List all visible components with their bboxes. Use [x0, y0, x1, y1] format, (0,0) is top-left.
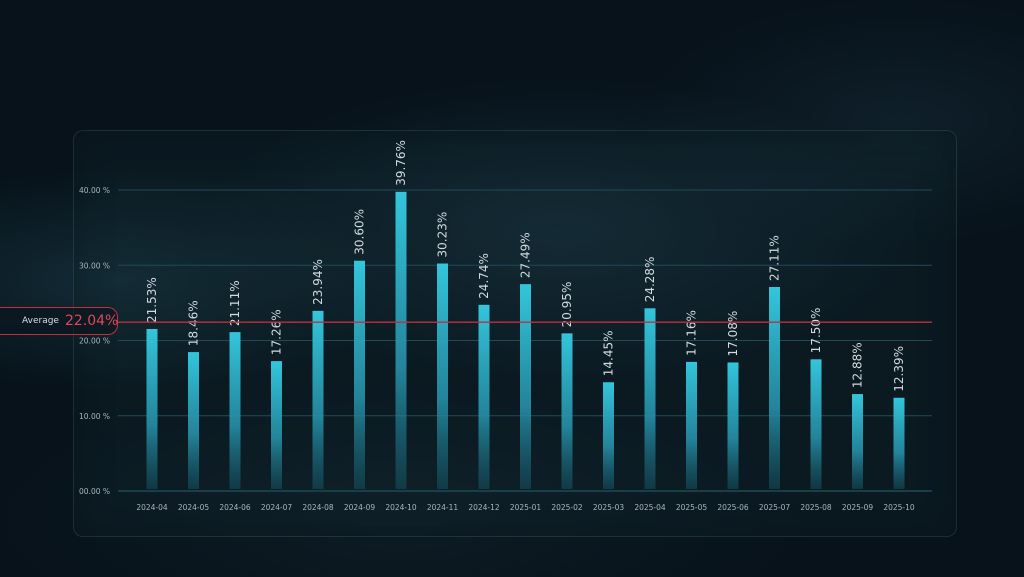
x-tick-label: 2025-06 [717, 503, 749, 512]
bar [188, 352, 199, 489]
bar-value-label: 17.50% [809, 308, 823, 354]
bar-value-label: 12.88% [851, 342, 865, 388]
x-tick-label: 2024-11 [427, 503, 459, 512]
y-tick-label: 30.00 % [79, 261, 110, 270]
bar [893, 397, 905, 489]
x-tick-label: 2024-08 [302, 503, 334, 512]
chart-panel [73, 130, 957, 537]
bar-value-label: 17.08% [726, 311, 740, 357]
bar-value-label: 18.46% [187, 300, 201, 346]
x-tick-label: 2025-02 [551, 503, 583, 512]
x-tick-label: 2024-10 [385, 503, 417, 512]
bar-value-label: 17.16% [685, 310, 699, 356]
average-label: Average [22, 316, 59, 326]
bar-value-label: 24.74% [477, 253, 491, 299]
bar [146, 328, 158, 489]
x-tick-label: 2024-05 [178, 503, 210, 512]
bar [603, 382, 614, 489]
x-tick-label: 2025-03 [593, 503, 625, 512]
y-tick-label: 00.00 % [79, 487, 110, 496]
y-tick-label: 10.00 % [79, 412, 110, 421]
bars [146, 191, 905, 489]
bar [229, 332, 241, 489]
x-tick-label: 2025-10 [883, 503, 915, 512]
x-tick-label: 2025-01 [510, 503, 542, 512]
grid-lines [118, 189, 932, 492]
bar-value-label: 17.26% [270, 309, 284, 355]
y-tick-label: 40.00 % [79, 186, 110, 195]
bar-value-label: 21.11% [228, 280, 242, 326]
x-tick-label: 2024-12 [468, 503, 500, 512]
x-tick-label: 2025-04 [634, 503, 666, 512]
bar [271, 361, 282, 489]
bar-value-label: 23.94% [311, 259, 325, 305]
bar-value-label: 27.11% [768, 235, 782, 281]
bar [644, 308, 656, 489]
y-axis-ticks: 00.00 % 10.00 % 20.00 % 30.00 % 40.00 % [79, 186, 110, 496]
bar-value-label: 30.23% [436, 212, 450, 258]
x-tick-label: 2024-07 [261, 503, 293, 512]
bar [810, 359, 822, 489]
x-tick-label: 2025-08 [800, 503, 832, 512]
bar-value-label: 30.60% [353, 209, 367, 255]
bar [852, 394, 863, 489]
bar [478, 304, 490, 489]
bar [769, 286, 780, 489]
x-tick-label: 2024-06 [219, 503, 251, 512]
bar-value-label: 20.95% [560, 282, 574, 328]
x-tick-label: 2025-07 [759, 503, 791, 512]
average-badge: Average 22.04% [0, 307, 118, 335]
bar [727, 362, 739, 489]
bar [686, 361, 697, 489]
x-axis-ticks: 2024-04 2024-05 2024-06 2024-07 2024-08 2024-… [136, 503, 915, 512]
average-value: 22.04% [64, 313, 119, 329]
bar [437, 263, 448, 489]
x-tick-label: 2025-05 [676, 503, 708, 512]
bar-value-label: 27.49% [519, 232, 533, 278]
bar-value-label: 24.28% [643, 257, 657, 303]
x-tick-label: 2025-09 [842, 503, 874, 512]
y-tick-label: 20.00 % [79, 337, 110, 346]
x-tick-label: 2024-09 [344, 503, 376, 512]
bar [312, 310, 324, 489]
bar-value-label: 21.53% [145, 277, 159, 323]
bar-value-label: 39.76% [394, 140, 408, 186]
bar [561, 333, 573, 489]
bar-value-label: 14.45% [602, 330, 616, 376]
bar-value-label: 12.39% [892, 346, 906, 392]
bar [520, 284, 531, 489]
bar [395, 191, 407, 489]
x-tick-label: 2024-04 [136, 503, 168, 512]
bar [354, 260, 365, 489]
